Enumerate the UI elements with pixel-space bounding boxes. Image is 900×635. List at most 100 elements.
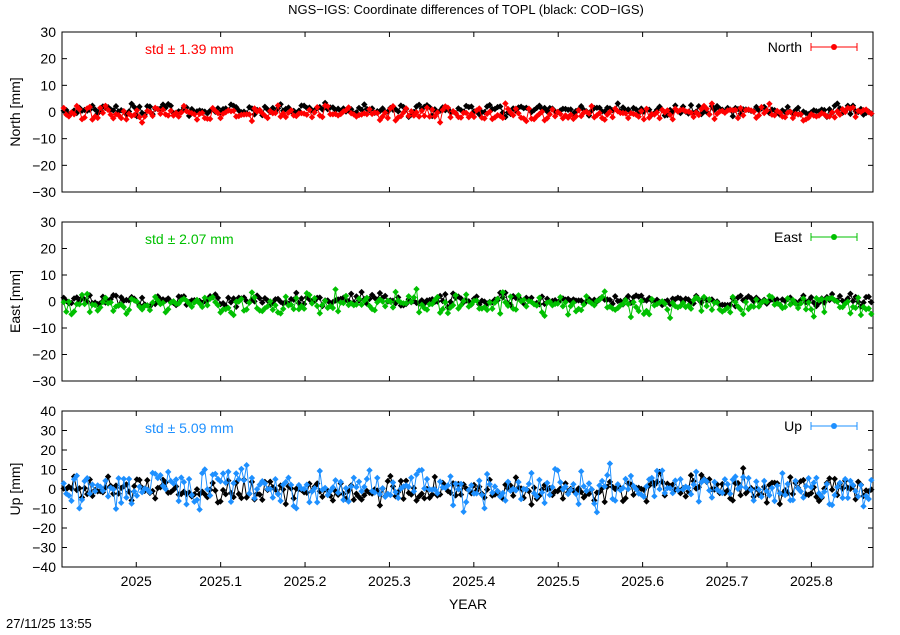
data-point [60,298,67,306]
data-point [183,297,190,304]
data-point [774,482,781,489]
data-point [248,296,256,303]
data-point [162,485,169,493]
data-point [97,304,104,311]
data-point [91,488,99,495]
data-point [499,114,506,122]
data-point [536,294,543,302]
data-point [525,480,533,488]
data-point [761,483,768,491]
data-point [612,485,619,493]
data-point [797,478,804,485]
data-point [596,488,603,496]
data-point [570,481,577,488]
data-point [463,109,470,117]
data-point [761,477,768,485]
data-point [711,115,718,123]
data-point [549,106,556,113]
data-point [622,296,629,304]
data-point [196,300,203,307]
data-point [742,484,750,492]
timestamp: 27/11/25 13:55 [6,616,92,630]
data-point [405,483,412,491]
data-point [855,478,862,486]
data-point [635,110,642,117]
data-point [747,486,755,494]
y-tick-label: −10 [32,131,56,147]
data-point [635,484,642,492]
data-point [212,487,219,494]
data-point [528,469,535,477]
data-point [580,483,587,490]
data-point [868,299,875,306]
data-point [612,497,619,504]
data-point [828,109,836,116]
data-point [695,111,702,119]
data-point [389,103,397,110]
x-axis-label: YEAR [449,596,487,612]
data-point [348,290,355,298]
data-point [259,299,266,306]
data-point [120,303,127,311]
data-point [646,294,653,302]
data-point [659,478,666,486]
data-point [520,485,527,493]
data-point [204,486,211,493]
data-point [112,103,120,110]
data-point [235,476,242,483]
data-point [429,491,436,498]
data-point [557,479,564,486]
data-point [429,106,436,113]
data-point [89,481,96,488]
data-point [329,304,337,312]
data-point [146,303,154,310]
data-point [776,301,783,308]
data-point [682,295,689,302]
data-point [855,493,862,500]
data-point [240,307,248,314]
data-point [758,103,765,111]
x-tick-label: 2025.5 [537,573,580,589]
data-point [131,482,138,490]
data-point [771,497,778,505]
data-point [196,506,203,513]
data-point [674,487,682,494]
data-point [578,468,585,475]
data-point [235,490,242,498]
x-tick-label: 2025.4 [452,573,495,589]
data-point [76,505,83,512]
data-point [374,474,381,482]
data-point [690,481,697,488]
data-point [659,467,666,474]
data-point [653,109,661,116]
data-point [831,491,838,499]
data-point [763,487,770,495]
data-point [303,481,310,488]
data-point [546,484,553,492]
data-point [413,471,420,478]
data-point [358,301,365,309]
data-point [421,112,428,120]
data-point [125,297,133,304]
data-point [544,295,551,303]
data-point [382,303,389,310]
data-point [334,308,342,315]
data-point [648,474,655,482]
data-point [750,298,757,305]
data-point [549,484,556,491]
data-point [324,491,331,499]
data-point [329,484,337,491]
data-point [191,491,198,498]
data-point [836,479,844,487]
data-point [282,478,289,486]
data-point [230,480,237,487]
data-point [363,111,371,118]
data-point [449,502,457,509]
data-point [191,111,198,118]
data-point [287,107,295,114]
data-point [70,111,78,118]
data-point [544,299,551,307]
data-point [591,296,598,303]
data-point [727,495,734,502]
data-point [63,308,70,315]
